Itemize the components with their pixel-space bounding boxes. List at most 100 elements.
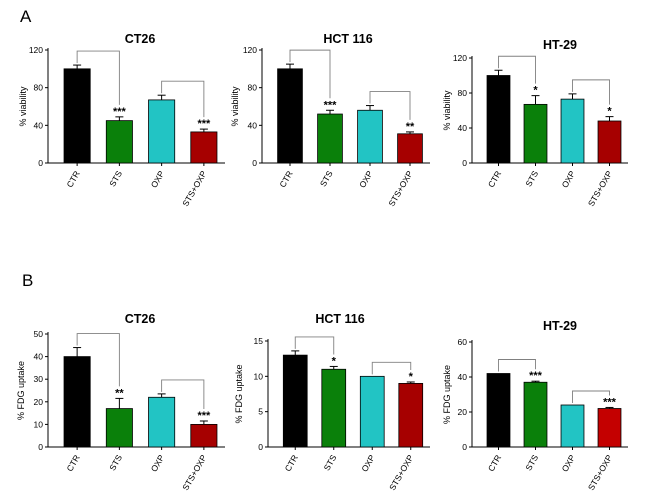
comparison-bracket bbox=[572, 79, 610, 105]
x-tick-label: STS+OXP bbox=[386, 169, 415, 208]
bar bbox=[523, 381, 548, 448]
x-tick-label: STS bbox=[318, 169, 335, 189]
bar bbox=[277, 68, 303, 164]
bar bbox=[148, 99, 176, 164]
y-tick-label: 80 bbox=[248, 83, 258, 93]
y-tick-label: 30 bbox=[34, 374, 44, 384]
x-tick-label: OXP bbox=[149, 169, 167, 190]
chart-1-group: HCT 116 0 40 80 120 % viability CTR STS *** OXP ST… bbox=[230, 32, 430, 208]
bar bbox=[486, 373, 511, 448]
significance-label: *** bbox=[197, 118, 211, 130]
comparison-bracket bbox=[76, 333, 120, 387]
chart-title: CT26 bbox=[125, 32, 156, 46]
y-axis-label: % FDG uptake bbox=[16, 361, 26, 420]
significance-label: ** bbox=[406, 121, 415, 133]
y-tick-label: 80 bbox=[458, 88, 468, 98]
comparison-bracket bbox=[371, 361, 412, 375]
bar bbox=[523, 103, 548, 164]
chart-4-group: HCT 116 0 5 10 15 % FDG uptake CTR STS * OXP STS+O… bbox=[234, 312, 430, 492]
chart-title: HT-29 bbox=[543, 319, 577, 333]
panel-letter-b: B bbox=[22, 271, 33, 290]
y-tick-label: 40 bbox=[458, 123, 468, 133]
bar bbox=[357, 109, 383, 164]
x-tick-label: CTR bbox=[64, 453, 81, 473]
x-tick-label: OXP bbox=[149, 453, 167, 474]
y-tick-label: 0 bbox=[462, 158, 467, 168]
significance-label: *** bbox=[113, 106, 127, 118]
comparison-bracket bbox=[498, 359, 536, 372]
x-tick-label: STS+OXP bbox=[586, 169, 615, 208]
chart-title: CT26 bbox=[125, 312, 156, 326]
bar bbox=[486, 75, 511, 164]
y-tick-label: 0 bbox=[462, 442, 467, 452]
significance-label: *** bbox=[324, 99, 338, 111]
x-tick-label: STS bbox=[523, 169, 540, 189]
x-tick-label: CTR bbox=[486, 169, 503, 189]
y-tick-label: 40 bbox=[248, 120, 258, 130]
y-tick-label: 60 bbox=[458, 337, 468, 347]
x-tick-label: STS+OXP bbox=[586, 453, 615, 492]
chart-5-group: HT-29 0 20 40 60 % FDG uptake CTR STS *** OXP STS+… bbox=[442, 319, 628, 492]
x-tick-label: STS bbox=[107, 453, 124, 473]
y-tick-label: 50 bbox=[34, 329, 44, 339]
panel-letter-a: A bbox=[20, 7, 32, 26]
bar bbox=[597, 120, 622, 164]
x-tick-label: STS bbox=[322, 453, 339, 473]
x-tick-label: CTR bbox=[283, 453, 300, 473]
bar bbox=[105, 408, 133, 448]
chart-title: HCT 116 bbox=[323, 32, 372, 46]
bar bbox=[63, 68, 91, 164]
y-tick-label: 5 bbox=[258, 407, 263, 417]
bar bbox=[560, 404, 585, 448]
comparison-bracket bbox=[289, 49, 331, 99]
comparison-bracket bbox=[369, 91, 411, 120]
bar bbox=[397, 133, 423, 164]
bar bbox=[359, 375, 385, 448]
bar bbox=[597, 408, 622, 448]
x-tick-label: OXP bbox=[359, 453, 377, 474]
y-tick-label: 10 bbox=[34, 419, 44, 429]
bar bbox=[63, 356, 91, 448]
y-axis-label: % viability bbox=[18, 86, 28, 127]
y-tick-label: 20 bbox=[458, 407, 468, 417]
x-tick-label: CTR bbox=[486, 453, 503, 473]
bar bbox=[190, 423, 218, 448]
chart-title: HCT 116 bbox=[315, 312, 364, 326]
y-tick-label: 15 bbox=[254, 336, 264, 346]
y-tick-label: 0 bbox=[38, 158, 43, 168]
y-axis-label: % FDG uptake bbox=[234, 364, 244, 423]
y-tick-label: 40 bbox=[458, 372, 468, 382]
comparison-bracket bbox=[294, 336, 335, 355]
significance-label: * bbox=[533, 85, 538, 97]
significance-label: *** bbox=[197, 410, 211, 422]
chart-title: HT-29 bbox=[543, 38, 577, 52]
y-tick-label: 80 bbox=[34, 83, 44, 93]
y-axis-label: % viability bbox=[230, 86, 240, 127]
y-tick-label: 0 bbox=[38, 442, 43, 452]
y-tick-label: 20 bbox=[34, 397, 44, 407]
chart-3-group: CT26 0 10 20 30 40 50 % FDG uptake CTR STS ** OXP ST… bbox=[16, 312, 225, 492]
x-tick-label: CTR bbox=[64, 169, 81, 189]
bar bbox=[105, 120, 133, 164]
x-tick-label: STS+OXP bbox=[180, 453, 209, 492]
bar bbox=[148, 396, 176, 448]
y-tick-label: 0 bbox=[252, 158, 257, 168]
bar bbox=[190, 131, 218, 164]
y-tick-label: 0 bbox=[258, 442, 263, 452]
y-tick-label: 40 bbox=[34, 120, 44, 130]
y-tick-label: 120 bbox=[243, 45, 257, 55]
x-tick-label: OXP bbox=[560, 453, 578, 474]
y-tick-label: 40 bbox=[34, 352, 44, 362]
x-tick-label: OXP bbox=[560, 169, 578, 190]
significance-label: * bbox=[409, 371, 414, 383]
y-tick-label: 10 bbox=[254, 371, 264, 381]
bar bbox=[317, 113, 343, 164]
y-tick-label: 120 bbox=[453, 53, 467, 63]
comparison-bracket bbox=[76, 50, 120, 105]
chart-0-group: CT26 0 40 80 120 % viability CTR STS *** OXP STS+O… bbox=[18, 32, 225, 208]
comparison-bracket bbox=[161, 80, 205, 118]
significance-label: *** bbox=[603, 396, 617, 408]
x-tick-label: STS+OXP bbox=[180, 169, 209, 208]
y-axis-label: % FDG uptake bbox=[442, 365, 452, 424]
